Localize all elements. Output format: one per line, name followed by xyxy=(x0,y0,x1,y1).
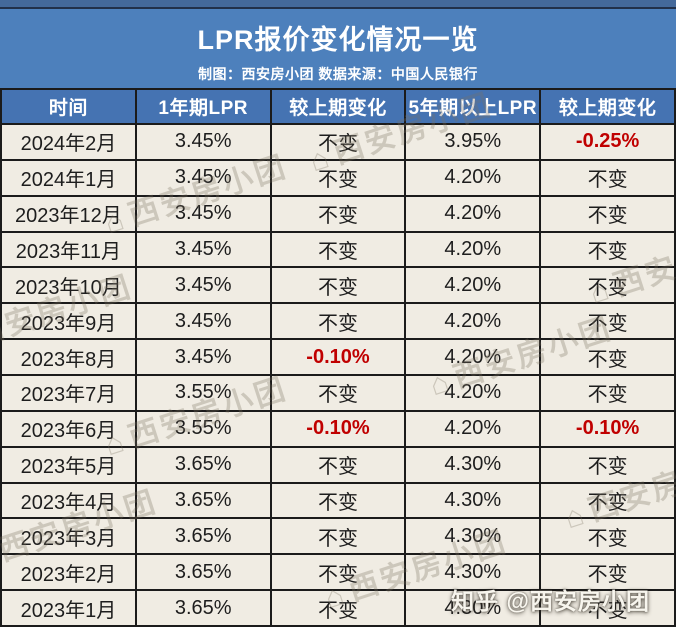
cell-change-1y: 不变 xyxy=(271,304,405,339)
cell-change-5y: 不变 xyxy=(541,591,674,625)
cell-lpr-5y: 4.30% xyxy=(406,483,540,518)
column-header: 较上期变化 xyxy=(541,90,674,123)
cell-lpr-1y: 3.55% xyxy=(136,411,270,446)
cell-period: 2023年3月 xyxy=(2,519,135,554)
cell-change-1y: 不变 xyxy=(271,519,405,554)
cell-change-5y: 不变 xyxy=(541,340,674,374)
cell-lpr-1y: 3.55% xyxy=(136,376,270,410)
cell-period: 2024年1月 xyxy=(2,160,135,195)
page-title: LPR报价变化情况一览 xyxy=(197,25,479,55)
cell-period: 2023年6月 xyxy=(2,411,135,446)
cell-change-1y: 不变 xyxy=(271,555,405,590)
cell-change-5y: 不变 xyxy=(541,447,674,482)
cell-lpr-5y: 4.30% xyxy=(406,591,540,625)
cell-lpr-5y: 4.20% xyxy=(406,376,540,410)
cell-period: 2023年1月 xyxy=(2,591,135,625)
cell-lpr-1y: 3.65% xyxy=(136,519,270,554)
cell-period: 2023年2月 xyxy=(2,555,135,590)
cell-change-5y: -0.25% xyxy=(541,125,674,159)
cell-period: 2023年10月 xyxy=(2,268,135,303)
cell-change-1y: 不变 xyxy=(271,447,405,482)
cell-lpr-1y: 3.45% xyxy=(136,196,270,231)
cell-change-1y: 不变 xyxy=(271,125,405,159)
cell-lpr-1y: 3.45% xyxy=(136,268,270,303)
cell-period: 2023年7月 xyxy=(2,376,135,410)
column-header: 5年期以上LPR xyxy=(406,90,540,123)
cell-lpr-1y: 3.45% xyxy=(136,340,270,374)
column-header: 1年期LPR xyxy=(136,90,270,123)
cell-change-5y: -0.10% xyxy=(541,411,674,446)
cell-change-5y: 不变 xyxy=(541,196,674,231)
cell-period: 2023年12月 xyxy=(2,196,135,231)
cell-period: 2024年2月 xyxy=(2,125,135,159)
banner-top-strip xyxy=(0,0,676,9)
cell-lpr-5y: 3.95% xyxy=(406,125,540,159)
cell-change-5y: 不变 xyxy=(541,519,674,554)
cell-period: 2023年4月 xyxy=(2,483,135,518)
cell-period: 2023年5月 xyxy=(2,447,135,482)
cell-change-1y: -0.10% xyxy=(271,340,405,374)
cell-lpr-5y: 4.20% xyxy=(406,340,540,374)
cell-lpr-1y: 3.65% xyxy=(136,591,270,625)
cell-change-5y: 不变 xyxy=(541,555,674,590)
cell-lpr-1y: 3.45% xyxy=(136,232,270,267)
cell-lpr-5y: 4.30% xyxy=(406,555,540,590)
cell-change-5y: 不变 xyxy=(541,268,674,303)
title-banner: LPR报价变化情况一览 制图：西安房小团 数据来源：中国人民银行 xyxy=(0,0,676,88)
cell-change-1y: 不变 xyxy=(271,591,405,625)
cell-change-1y: -0.10% xyxy=(271,411,405,446)
cell-lpr-1y: 3.45% xyxy=(136,160,270,195)
cell-lpr-5y: 4.20% xyxy=(406,160,540,195)
cell-lpr-5y: 4.20% xyxy=(406,196,540,231)
cell-change-1y: 不变 xyxy=(271,483,405,518)
cell-change-1y: 不变 xyxy=(271,376,405,410)
cell-lpr-1y: 3.65% xyxy=(136,483,270,518)
cell-change-5y: 不变 xyxy=(541,232,674,267)
cell-change-5y: 不变 xyxy=(541,483,674,518)
cell-lpr-5y: 4.20% xyxy=(406,304,540,339)
column-header: 较上期变化 xyxy=(271,90,405,123)
cell-lpr-1y: 3.65% xyxy=(136,447,270,482)
lpr-table: 时间 1年期LPR 较上期变化 5年期以上LPR 较上期变化 2024年2月 3.45%… xyxy=(0,88,676,627)
cell-period: 2023年9月 xyxy=(2,304,135,339)
cell-change-1y: 不变 xyxy=(271,196,405,231)
cell-lpr-5y: 4.20% xyxy=(406,411,540,446)
cell-change-5y: 不变 xyxy=(541,376,674,410)
column-header: 时间 xyxy=(2,90,135,123)
cell-lpr-5y: 4.30% xyxy=(406,447,540,482)
cell-lpr-1y: 3.45% xyxy=(136,125,270,159)
cell-period: 2023年8月 xyxy=(2,340,135,374)
cell-lpr-5y: 4.20% xyxy=(406,268,540,303)
cell-lpr-1y: 3.65% xyxy=(136,555,270,590)
cell-change-5y: 不变 xyxy=(541,304,674,339)
cell-change-1y: 不变 xyxy=(271,160,405,195)
cell-lpr-5y: 4.20% xyxy=(406,232,540,267)
cell-lpr-5y: 4.30% xyxy=(406,519,540,554)
credit-subtitle: 制图：西安房小团 数据来源：中国人民银行 xyxy=(198,66,478,82)
cell-change-5y: 不变 xyxy=(541,160,674,195)
cell-lpr-1y: 3.45% xyxy=(136,304,270,339)
cell-period: 2023年11月 xyxy=(2,232,135,267)
cell-change-1y: 不变 xyxy=(271,268,405,303)
cell-change-1y: 不变 xyxy=(271,232,405,267)
